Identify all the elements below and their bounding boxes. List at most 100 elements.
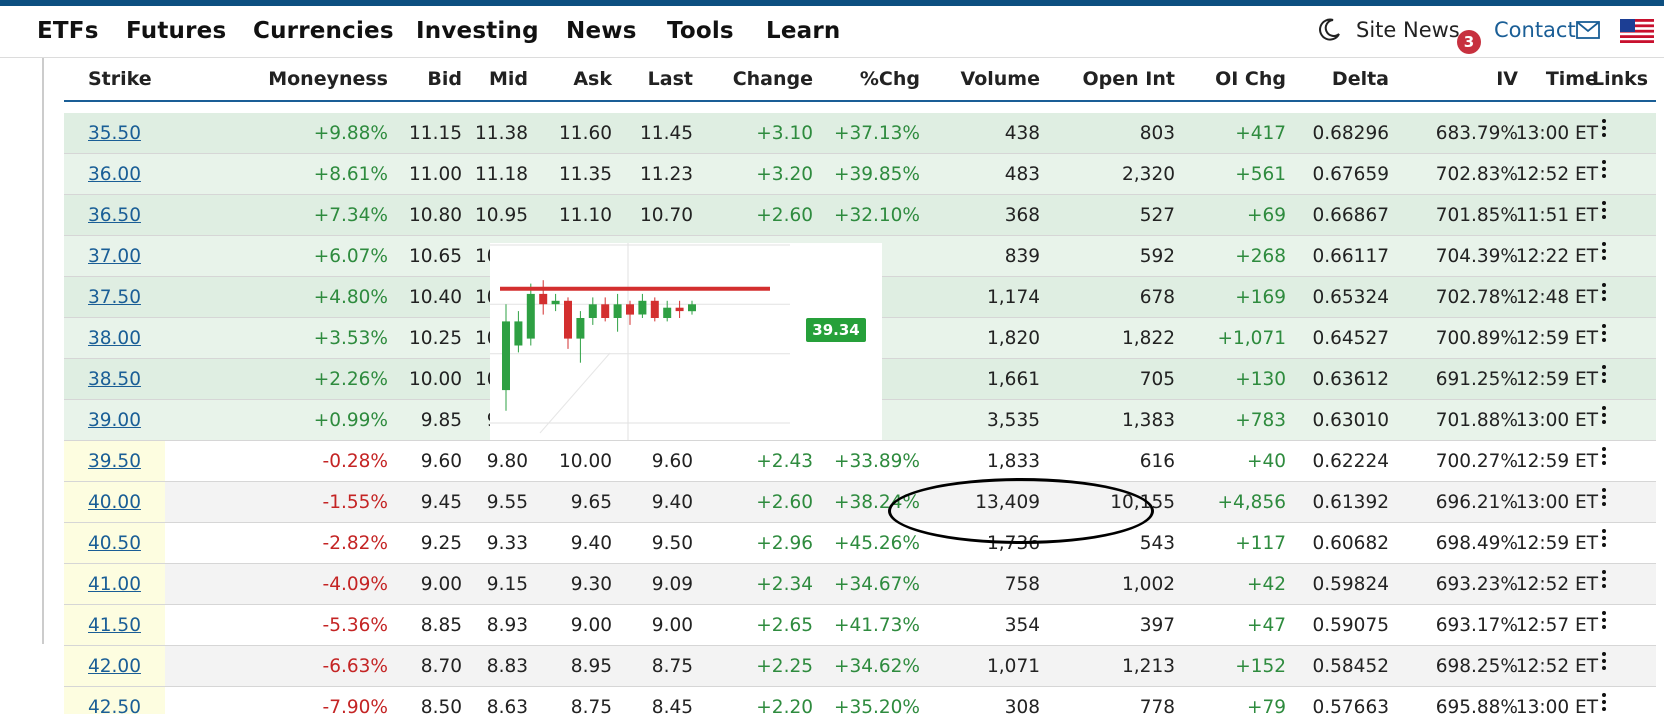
more-options-icon[interactable]: [1602, 406, 1608, 428]
col-open-int[interactable]: Open Int: [1082, 68, 1175, 90]
more-options-icon[interactable]: [1602, 201, 1608, 223]
col-moneyness[interactable]: Moneyness: [268, 68, 388, 90]
nav-currencies[interactable]: Currencies: [253, 18, 394, 44]
more-options-icon[interactable]: [1602, 693, 1608, 714]
col-mid[interactable]: Mid: [488, 68, 528, 90]
col-volume[interactable]: Volume: [960, 68, 1040, 90]
cell-iv: 683.79%: [1435, 123, 1518, 144]
more-options-icon[interactable]: [1602, 324, 1608, 346]
more-options-icon[interactable]: [1602, 242, 1608, 264]
nav-news[interactable]: News: [566, 18, 637, 44]
col-time[interactable]: Time: [1545, 68, 1598, 90]
site-news-badge: 3: [1457, 30, 1481, 54]
strike-link[interactable]: 38.50: [88, 369, 141, 390]
cell-bid: 9.60: [420, 451, 462, 472]
more-options-icon[interactable]: [1602, 570, 1608, 592]
strike-link[interactable]: 37.00: [88, 246, 141, 267]
col-bid[interactable]: Bid: [427, 68, 462, 90]
cell-ask: 9.00: [570, 615, 612, 636]
nav-etfs[interactable]: ETFs: [37, 18, 99, 44]
cell-change: +3.20: [756, 164, 813, 185]
col-oi-chg[interactable]: OI Chg: [1215, 68, 1286, 90]
more-options-icon[interactable]: [1602, 652, 1608, 674]
strike-link[interactable]: 39.00: [88, 410, 141, 431]
cell-iv: 693.17%: [1435, 615, 1518, 636]
cell-bid: 10.80: [409, 205, 462, 226]
cell-delta: 0.59824: [1312, 574, 1389, 595]
cell-ask: 11.60: [559, 123, 612, 144]
more-options-icon[interactable]: [1602, 529, 1608, 551]
cell-oichg: +169: [1235, 287, 1286, 308]
cell-oichg: +79: [1246, 697, 1286, 714]
more-options-icon[interactable]: [1602, 160, 1608, 182]
cell-delta: 0.66867: [1312, 205, 1389, 226]
cell-ask: 9.65: [570, 492, 612, 513]
strike-link[interactable]: 37.50: [88, 287, 141, 308]
strike-link[interactable]: 41.50: [88, 615, 141, 636]
strike-link[interactable]: 40.50: [88, 533, 141, 554]
more-options-icon[interactable]: [1602, 488, 1608, 510]
more-options-icon[interactable]: [1602, 365, 1608, 387]
more-options-icon[interactable]: [1602, 447, 1608, 469]
col-iv[interactable]: IV: [1496, 68, 1518, 90]
cell-iv: 695.88%: [1435, 697, 1518, 714]
col-ask[interactable]: Ask: [573, 68, 612, 90]
cell-delta: 0.63010: [1312, 410, 1389, 431]
table-row: 40.50 -2.82% 9.25 9.33 9.40 9.50 +2.96 +45.26% 1…: [64, 523, 1656, 564]
nav-futures[interactable]: Futures: [126, 18, 227, 44]
strike-link[interactable]: 42.00: [88, 656, 141, 677]
strike-link[interactable]: 36.00: [88, 164, 141, 185]
strike-link[interactable]: 40.00: [88, 492, 141, 513]
more-options-icon[interactable]: [1602, 119, 1608, 141]
strike-link[interactable]: 36.50: [88, 205, 141, 226]
cell-volume: 1,833: [987, 451, 1040, 472]
strike-cell: [64, 646, 165, 686]
nav-learn[interactable]: Learn: [766, 18, 841, 44]
nav-investing[interactable]: Investing: [416, 18, 539, 44]
contact-link[interactable]: Contact: [1494, 18, 1576, 42]
col-delta[interactable]: Delta: [1331, 68, 1389, 90]
cell-moneyness: +4.80%: [313, 287, 388, 308]
cell-time: 12:52 ET: [1515, 164, 1598, 185]
strike-link[interactable]: 39.50: [88, 451, 141, 472]
cell-volume: 368: [1004, 205, 1040, 226]
col-pchg[interactable]: %Chg: [859, 68, 920, 90]
nav-tools[interactable]: Tools: [667, 18, 734, 44]
strike-link[interactable]: 41.00: [88, 574, 141, 595]
cell-delta: 0.57663: [1312, 697, 1389, 714]
price-label: 39.34: [806, 318, 866, 342]
more-options-icon[interactable]: [1602, 611, 1608, 633]
cell-last: 8.45: [651, 697, 693, 714]
cell-iv: 702.78%: [1435, 287, 1518, 308]
cell-volume: 3,535: [987, 410, 1040, 431]
cell-change: +2.20: [756, 697, 813, 714]
cell-oi: 527: [1139, 205, 1175, 226]
cell-oichg: +42: [1246, 574, 1286, 595]
cell-oi: 705: [1139, 369, 1175, 390]
cell-ask: 11.35: [559, 164, 612, 185]
cell-last: 11.45: [640, 123, 693, 144]
cell-oichg: +152: [1235, 656, 1286, 677]
us-flag-icon[interactable]: [1620, 19, 1654, 43]
col-last[interactable]: Last: [647, 68, 693, 90]
cell-mid: 9.33: [486, 533, 528, 554]
col-change[interactable]: Change: [732, 68, 813, 90]
strike-link[interactable]: 42.50: [88, 697, 141, 714]
cell-oichg: +1,071: [1217, 328, 1286, 349]
cell-time: 12:59 ET: [1515, 451, 1598, 472]
envelope-icon[interactable]: [1576, 21, 1600, 39]
strike-cell: [64, 482, 165, 522]
cell-iv: 698.25%: [1435, 656, 1518, 677]
cell-mid: 8.63: [486, 697, 528, 714]
strike-link[interactable]: 38.00: [88, 328, 141, 349]
cell-change: +2.60: [756, 205, 813, 226]
site-news-link[interactable]: Site News: [1356, 18, 1460, 42]
cell-pchg: +41.73%: [833, 615, 920, 636]
cell-last: 9.00: [651, 615, 693, 636]
strike-link[interactable]: 35.50: [88, 123, 141, 144]
col-strike[interactable]: Strike: [88, 68, 152, 90]
moon-icon[interactable]: [1316, 17, 1342, 43]
candle-body: [588, 304, 597, 318]
more-options-icon[interactable]: [1602, 283, 1608, 305]
cell-time: 12:59 ET: [1515, 369, 1598, 390]
